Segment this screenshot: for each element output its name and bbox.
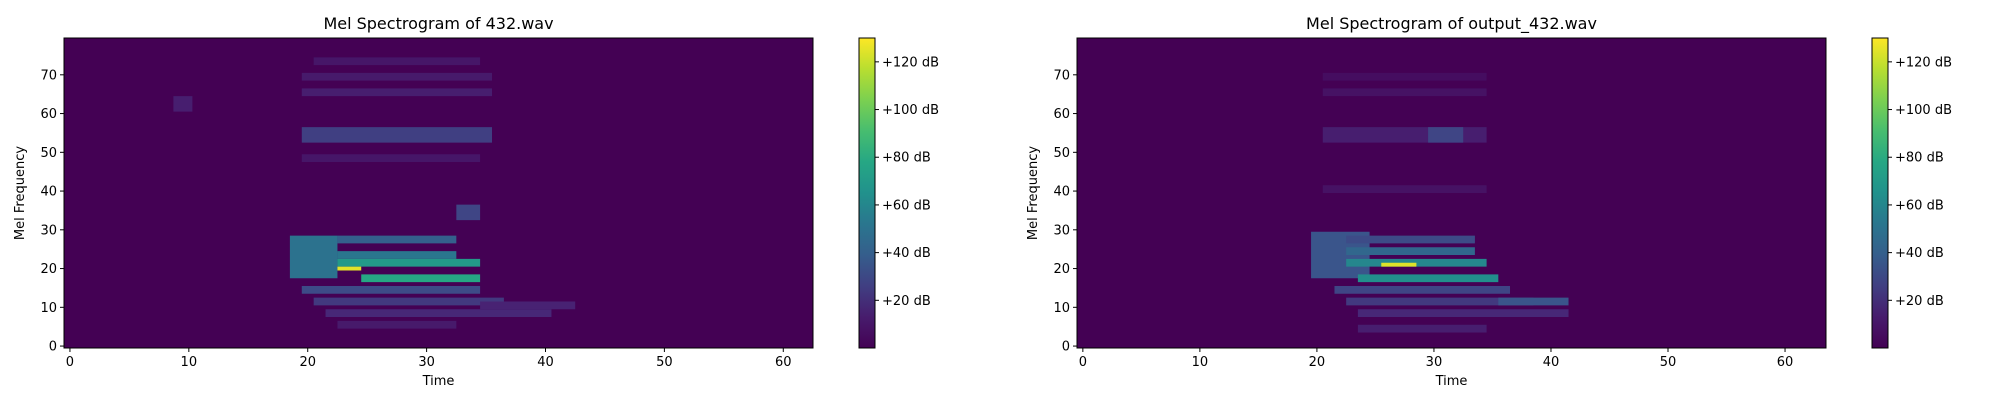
spectrogram-cell	[301, 154, 481, 162]
y-tick-label: 20	[40, 262, 57, 277]
spectrogram-cell	[325, 309, 552, 317]
colorbar-tick-label: +20 dB	[1895, 294, 1944, 309]
colorbar-tick-label: +100 dB	[1895, 103, 1952, 118]
colorbar-tick-label: +40 dB	[1895, 246, 1944, 261]
colorbar-tick-label: +120 dB	[1895, 55, 1952, 70]
spectrogram-cell	[456, 204, 481, 221]
y-tick-label: 40	[40, 185, 57, 200]
spectrogram-cell	[173, 96, 193, 112]
spectrogram-panel-1: 0 10 20 30 40 50 60 0 10 20 30 40 50 60 70 Mel Spectrog…	[13, 14, 939, 389]
x-tick-label: 0	[1079, 355, 1087, 370]
colorbar-tick-label: +80 dB	[1895, 151, 1944, 166]
colorbar-gradient	[859, 38, 875, 348]
spectrogram-cell	[1428, 127, 1464, 143]
y-tick-label: 40	[1053, 185, 1070, 200]
y-axis-label: Mel Frequency	[13, 146, 28, 240]
spectrogram-cell	[1357, 324, 1487, 333]
x-tick-label: 30	[418, 355, 435, 370]
colorbar-frame	[858, 37, 876, 349]
y-axis-label: Mel Frequency	[1026, 146, 1041, 240]
y-tick-label: 30	[40, 223, 57, 238]
y-tick-label: 70	[40, 68, 57, 83]
y-tick-label: 20	[1053, 262, 1070, 277]
colorbar-gradient	[1872, 38, 1888, 348]
spectrogram-cell	[1346, 297, 1534, 306]
chart-title: Mel Spectrogram of output_432.wav	[1306, 14, 1597, 34]
colorbar-tick-label: +120 dB	[882, 55, 939, 70]
x-tick-label: 50	[1660, 355, 1677, 370]
spectrogram-cell	[1346, 258, 1487, 267]
spectrogram-cell	[1322, 88, 1487, 97]
spectrogram-cell	[289, 235, 338, 279]
spectrogram-cell	[1346, 235, 1475, 244]
y-tick-label: 10	[40, 301, 57, 316]
spectrogram-cell	[301, 88, 492, 97]
spectrogram-cell	[361, 274, 481, 283]
spectrogram-cell	[337, 258, 481, 267]
spectrogram-cell	[1381, 262, 1417, 267]
spectrogram-cell	[337, 251, 457, 259]
axes-frame	[63, 37, 814, 349]
y-tick-label: 70	[1053, 68, 1070, 83]
y-tick-label: 50	[40, 146, 57, 161]
x-tick-label: 60	[775, 355, 792, 370]
spectrogram-cell	[1498, 297, 1569, 306]
colorbar-tick-label: +40 dB	[882, 246, 931, 261]
spectrogram-cell	[301, 72, 492, 81]
spectrogram-cell	[1357, 274, 1499, 283]
colorbar-tick-label: +60 dB	[1895, 198, 1944, 213]
spectrogram-cell	[1346, 247, 1475, 255]
colorbar-frame	[1871, 37, 1889, 349]
spectrogram-cell	[313, 297, 504, 306]
x-tick-label: 20	[299, 355, 316, 370]
y-tick-label: 30	[1053, 223, 1070, 238]
x-tick-label: 10	[181, 355, 198, 370]
spectrogram-cells	[1311, 72, 1569, 333]
spectrogram-cell	[337, 320, 457, 329]
spectrogram-cell	[1322, 185, 1487, 193]
spectrogram-cell	[337, 266, 362, 271]
colorbar: +20 dB +40 dB +60 dB +80 dB +100 dB +120 dB	[1871, 37, 1952, 349]
y-tick-label: 10	[1053, 301, 1070, 316]
spectrogram-cell	[1357, 309, 1569, 317]
x-tick-label: 50	[656, 355, 673, 370]
spectrogram-cells	[173, 57, 576, 329]
x-tick-label: 60	[1777, 355, 1794, 370]
spectrogram-cell	[301, 286, 481, 294]
spectrogram-cell	[301, 127, 492, 143]
spectrogram-panel-2: 0 10 20 30 40 50 60 0 10 20 30 40 50 60 70 Mel Spectrog…	[1026, 14, 1952, 389]
y-tick-label: 0	[1062, 340, 1070, 355]
spectrogram-cell	[337, 235, 457, 244]
y-tick-label: 60	[1053, 107, 1070, 122]
spectrogram-cell	[1322, 72, 1487, 81]
x-axis-label: Time	[1435, 374, 1468, 389]
x-tick-label: 10	[1192, 355, 1209, 370]
x-tick-label: 0	[66, 355, 74, 370]
y-tick-label: 0	[49, 340, 57, 355]
colorbar-tick-label: +80 dB	[882, 151, 931, 166]
colorbar-tick-label: +60 dB	[882, 198, 931, 213]
spectrogram-cell	[1334, 286, 1511, 294]
x-tick-label: 20	[1309, 355, 1326, 370]
x-tick-label: 30	[1426, 355, 1443, 370]
colorbar-tick-label: +100 dB	[882, 103, 939, 118]
y-tick-label: 50	[1053, 146, 1070, 161]
chart-title: Mel Spectrogram of 432.wav	[323, 14, 553, 33]
colorbar-tick-label: +20 dB	[882, 294, 931, 309]
spectrogram-cell	[313, 57, 481, 66]
y-tick-label: 60	[40, 107, 57, 122]
x-tick-label: 40	[537, 355, 554, 370]
spectrogram-cell	[480, 301, 576, 310]
x-tick-label: 40	[1543, 355, 1560, 370]
x-axis-label: Time	[422, 374, 455, 389]
axes-frame	[1076, 37, 1827, 349]
colorbar: +20 dB +40 dB +60 dB +80 dB +100 dB +120 dB	[858, 37, 939, 349]
